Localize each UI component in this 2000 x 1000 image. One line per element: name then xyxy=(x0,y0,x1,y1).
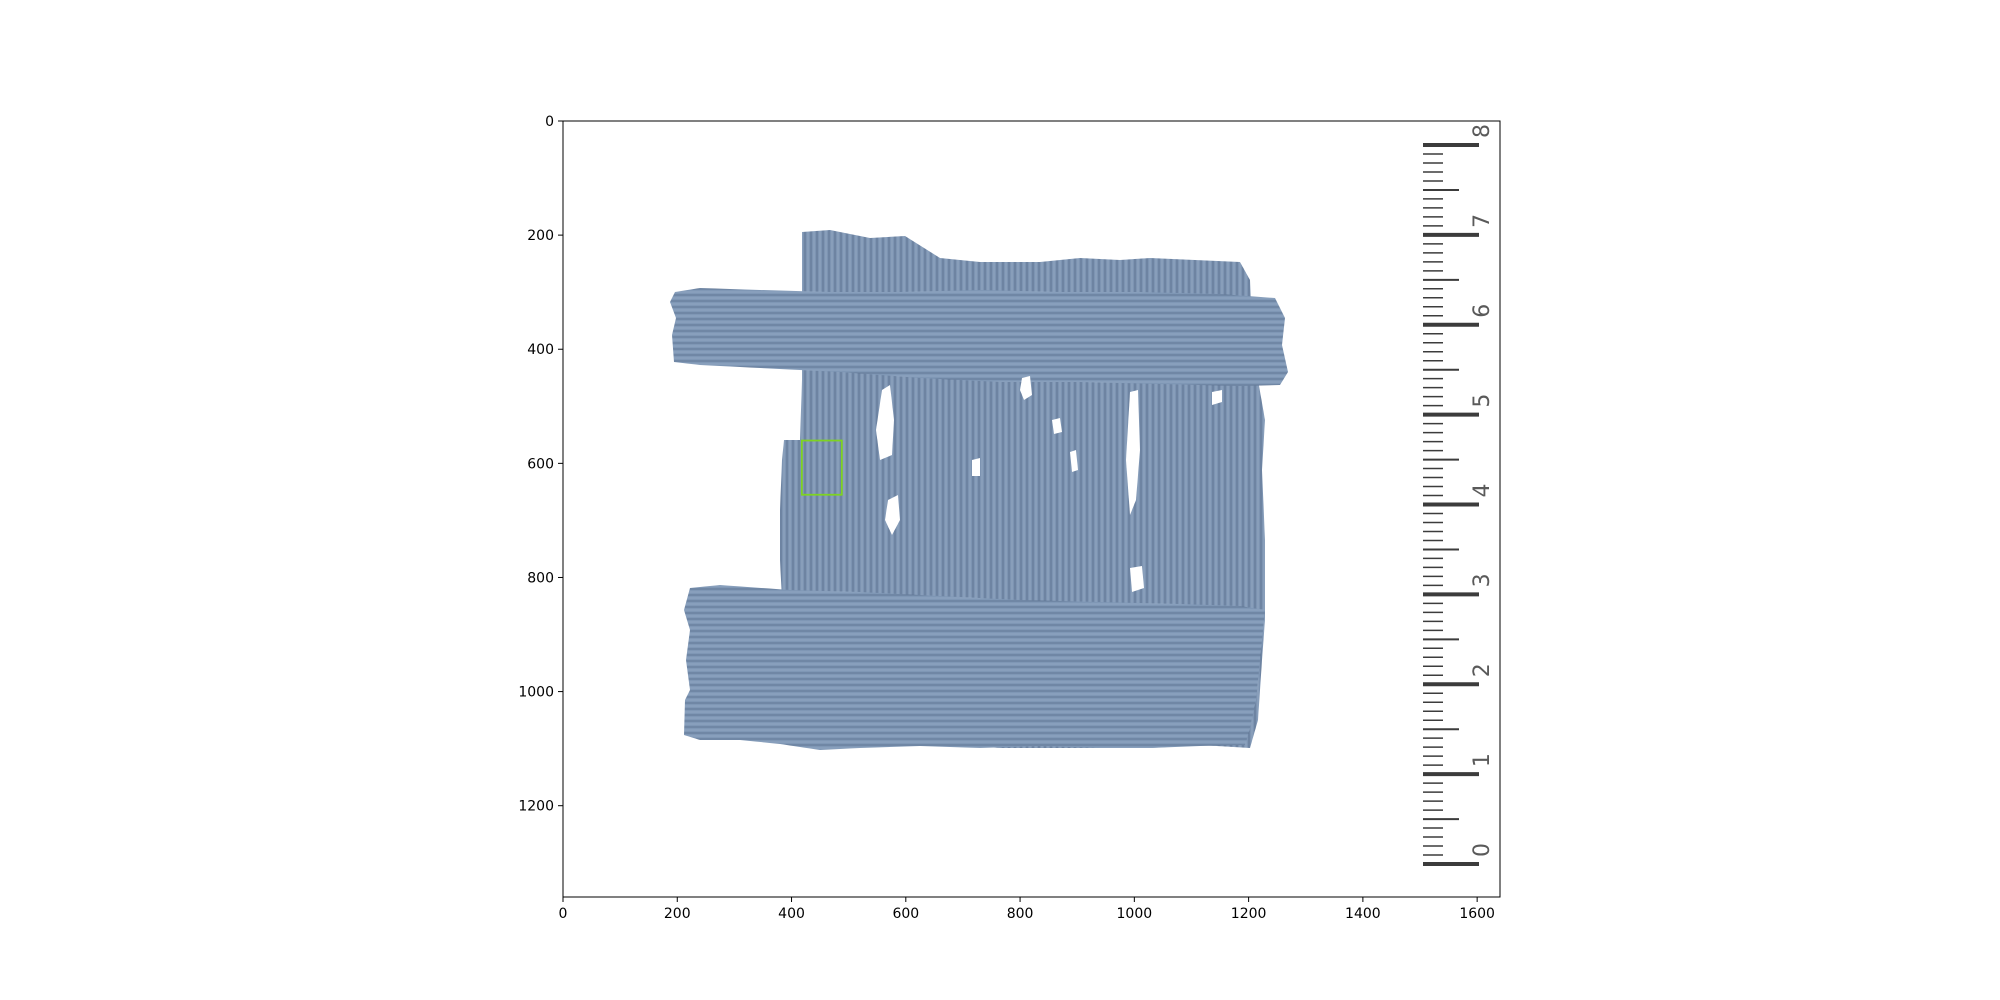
y-tick-label: 1000 xyxy=(518,685,554,701)
x-axis-ticks: 0 200 400 600 800 1000 1200 1400 1600 xyxy=(559,897,1495,922)
x-tick-label: 1600 xyxy=(1459,906,1495,922)
x-tick-label: 400 xyxy=(778,906,805,922)
ruler-number: 1 xyxy=(1470,753,1495,767)
papyrus-hole xyxy=(1070,450,1078,472)
papyrus-hole xyxy=(1130,566,1144,592)
x-tick-label: 1200 xyxy=(1231,906,1267,922)
x-tick-label: 1400 xyxy=(1345,906,1381,922)
x-tick-label: 200 xyxy=(664,906,691,922)
y-tick-label: 0 xyxy=(545,114,554,130)
papyrus-hole xyxy=(1212,390,1222,405)
ruler-number: 4 xyxy=(1470,484,1495,498)
highlight-box xyxy=(800,439,843,496)
papyrus-hole xyxy=(1126,390,1140,515)
x-tick-label: 600 xyxy=(892,906,919,922)
papyrus-top-strip xyxy=(670,288,1288,386)
ruler-number: 3 xyxy=(1470,573,1495,587)
papyrus-bottom-strip xyxy=(684,585,1265,750)
ruler-number: 8 xyxy=(1470,124,1495,138)
x-tick-label: 0 xyxy=(559,906,568,922)
y-tick-label: 200 xyxy=(527,228,554,244)
papyrus-hole xyxy=(972,458,980,476)
papyrus-hole xyxy=(1020,376,1032,400)
papyrus-hole xyxy=(1052,418,1062,434)
y-tick-label: 600 xyxy=(527,456,554,472)
papyrus-hole xyxy=(876,385,894,460)
ruler-number: 0 xyxy=(1470,843,1495,857)
ruler-number: 6 xyxy=(1470,304,1495,318)
y-tick-label: 800 xyxy=(527,570,554,586)
papyrus-image xyxy=(670,230,1288,750)
ruler-number: 7 xyxy=(1470,214,1495,228)
y-tick-label: 1200 xyxy=(518,799,554,815)
ruler-number: 5 xyxy=(1470,394,1495,408)
ruler-number: 2 xyxy=(1470,663,1495,677)
papyrus-hole xyxy=(885,495,900,535)
y-tick-label: 400 xyxy=(527,342,554,358)
x-tick-label: 1000 xyxy=(1117,906,1153,922)
ruler: 0 1 2 3 4 5 6 7 8 xyxy=(1423,124,1495,866)
x-tick-label: 800 xyxy=(1007,906,1034,922)
y-axis-ticks: 0 200 400 600 800 1000 1200 xyxy=(518,114,563,815)
